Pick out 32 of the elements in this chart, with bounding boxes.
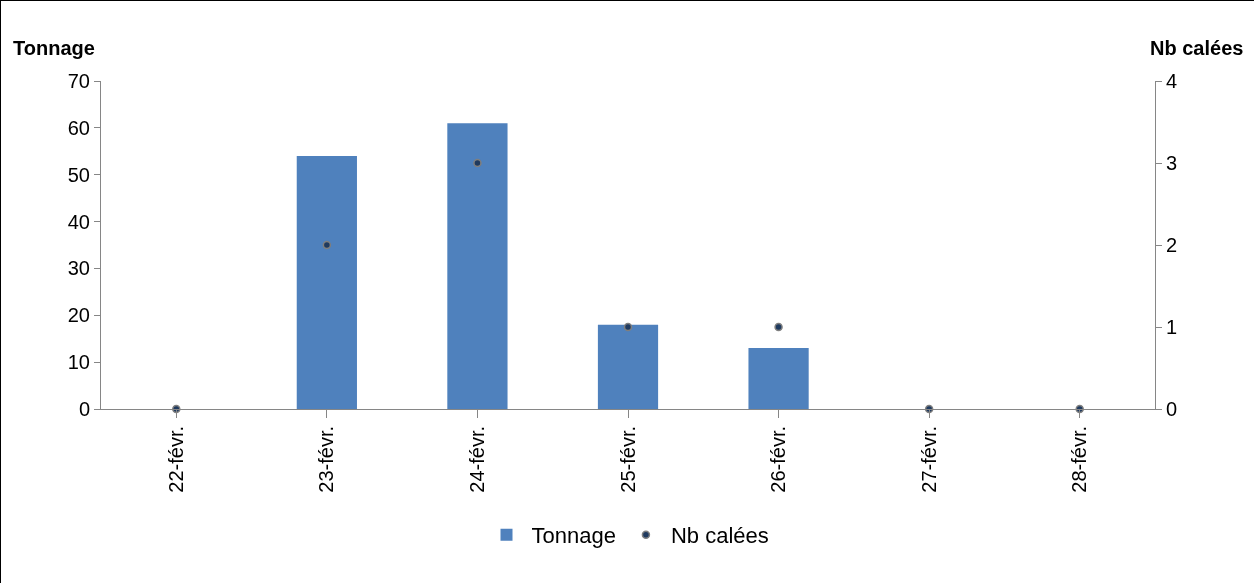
bar: [447, 123, 508, 409]
x-tick-label: 25-févr.: [616, 426, 639, 493]
y-tick-label: 60: [67, 116, 90, 139]
x-tick-label: 22-févr.: [164, 426, 187, 493]
x-tick-label: 23-févr.: [315, 426, 338, 493]
y2-tick-label: 0: [1166, 398, 1178, 420]
bar: [748, 348, 809, 409]
y-axis-title: Tonnage: [13, 37, 95, 59]
x-tick-label: 28-févr.: [1068, 426, 1091, 493]
y-tick-label: 30: [67, 257, 90, 280]
y-tick-label: 0: [78, 398, 90, 420]
y2-tick-label: 1: [1166, 316, 1178, 338]
point: [322, 240, 332, 250]
point: [473, 158, 482, 168]
x-tick-label: 27-févr.: [917, 426, 940, 493]
y2-axis-title: Nb calées: [1150, 37, 1244, 59]
legend-label: Nb calées: [670, 523, 769, 549]
x-tick-label: 24-févr.: [465, 426, 488, 493]
point: [774, 322, 783, 332]
y-tick-label: 20: [67, 304, 90, 327]
bar: [296, 155, 357, 409]
x-tick-label: 26-févr.: [767, 426, 790, 493]
y-tick-label: 50: [67, 163, 90, 186]
point: [623, 322, 633, 332]
y-tick-label: 40: [67, 210, 90, 233]
y-tick-label: 10: [67, 351, 90, 374]
y2-tick-label: 3: [1166, 152, 1178, 174]
legend-label: Tonnage: [531, 523, 616, 549]
y-tick-label: 70: [67, 70, 90, 92]
y2-tick-label: 2: [1166, 234, 1178, 256]
bar: [597, 324, 659, 409]
y2-tick-label: 4: [1166, 70, 1178, 92]
